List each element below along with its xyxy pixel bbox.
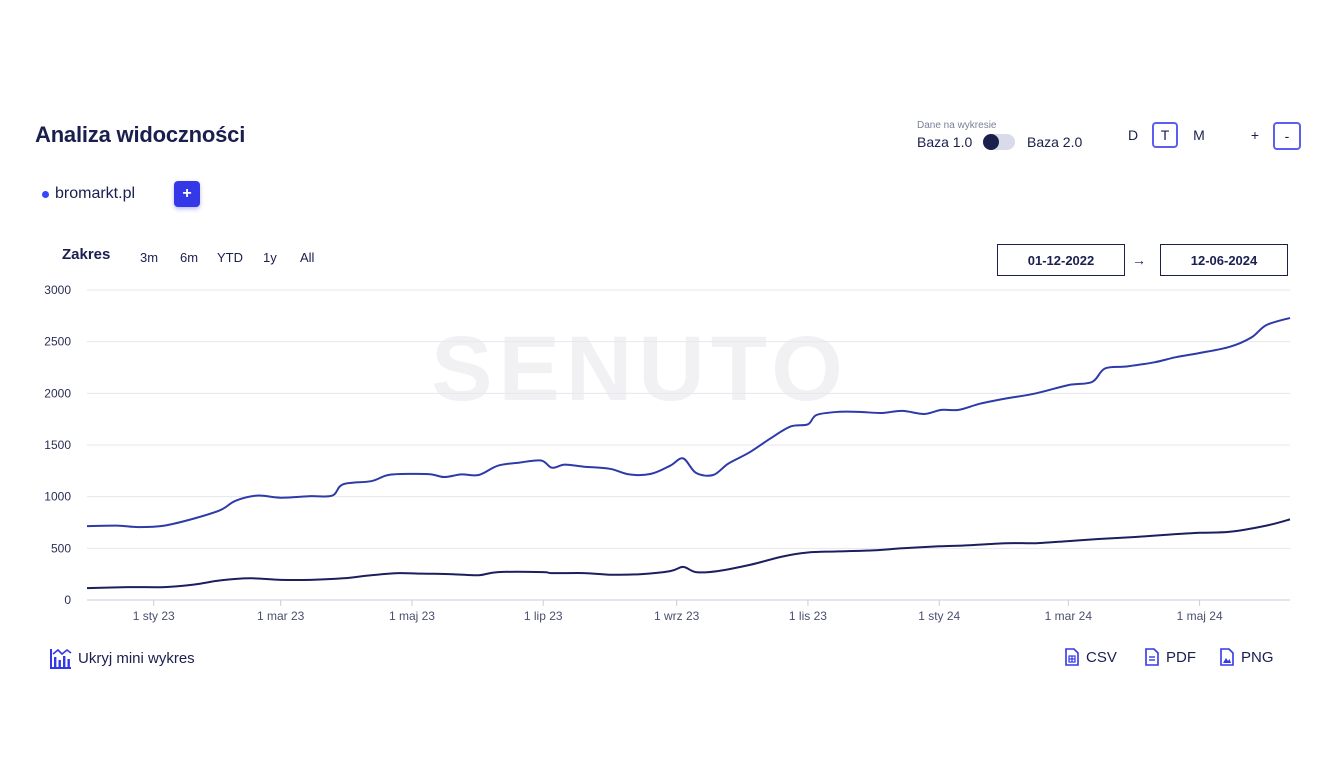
export-csv-button[interactable]: CSV [1064, 648, 1117, 666]
x-tick-label: 1 maj 23 [389, 609, 435, 623]
y-tick-label: 2500 [44, 335, 71, 349]
watermark-text: SENUTO [431, 318, 849, 420]
y-tick-label: 2000 [44, 386, 71, 400]
export-png-button[interactable]: PNG [1219, 648, 1274, 666]
csv-file-icon [1065, 648, 1079, 666]
x-tick-label: 1 lip 23 [524, 609, 563, 623]
range-all-button[interactable]: All [300, 250, 315, 265]
hide-mini-chart-button[interactable]: Ukryj mini wykres [50, 647, 195, 669]
x-tick-label: 1 mar 24 [1045, 609, 1093, 623]
zoom-out-button[interactable]: - [1273, 122, 1301, 150]
x-tick-label: 1 sty 24 [918, 609, 960, 623]
series-dot-icon [42, 190, 49, 198]
x-tick-label: 1 wrz 23 [654, 609, 700, 623]
base-1-label[interactable]: Baza 1.0 [917, 134, 973, 150]
chart-bars-icon [50, 648, 72, 669]
png-file-icon [1220, 648, 1234, 666]
toggle-knob [983, 134, 999, 150]
series-line-top[interactable] [86, 316, 1291, 529]
legend-item-domain[interactable]: bromarkt.pl [42, 185, 135, 203]
series-line-bottom[interactable] [86, 518, 1291, 590]
granularity-month-button[interactable]: M [1193, 127, 1205, 143]
x-tick-label: 1 sty 23 [133, 609, 175, 623]
legend-domain-label: bromarkt.pl [55, 185, 136, 202]
range-6m-button[interactable]: 6m [180, 250, 199, 265]
range-ytd-button[interactable]: YTD [217, 250, 243, 265]
granularity-week-button[interactable]: T [1152, 122, 1178, 148]
range-label: Zakres [62, 246, 111, 263]
export-png-label: PNG [1241, 648, 1274, 666]
add-domain-button[interactable]: + [174, 181, 200, 207]
base-switch-caption: Dane na wykresie [917, 120, 997, 131]
hide-mini-chart-label: Ukryj mini wykres [78, 649, 195, 667]
date-to-input[interactable]: 12-06-2024 [1160, 244, 1288, 276]
x-tick-label: 1 lis 23 [789, 609, 827, 623]
export-pdf-button[interactable]: PDF [1144, 648, 1196, 666]
export-pdf-label: PDF [1166, 648, 1196, 666]
pdf-file-icon [1145, 648, 1159, 666]
granularity-day-button[interactable]: D [1127, 127, 1139, 143]
range-1y-button[interactable]: 1y [263, 250, 277, 265]
x-tick-label: 1 mar 23 [257, 609, 305, 623]
zoom-in-button[interactable]: + [1250, 127, 1260, 143]
y-tick-label: 1000 [44, 490, 71, 504]
date-arrow-icon: → [1132, 252, 1146, 268]
visibility-chart[interactable]: SENUTO 0 500 1000 1500 2000 2500 3000 1 sty 23 1… [0, 270, 1324, 630]
y-tick-label: 0 [64, 593, 71, 607]
y-tick-label: 3000 [44, 283, 71, 297]
y-tick-label: 1500 [44, 438, 71, 452]
x-tick-label: 1 maj 24 [1177, 609, 1223, 623]
y-tick-label: 500 [51, 541, 71, 555]
date-from-input[interactable]: 01-12-2022 [997, 244, 1125, 276]
page-title: Analiza widoczności [35, 122, 246, 147]
base-2-label[interactable]: Baza 2.0 [1027, 134, 1083, 150]
range-3m-button[interactable]: 3m [140, 250, 159, 265]
base-toggle[interactable] [983, 134, 1015, 150]
export-csv-label: CSV [1086, 648, 1117, 666]
